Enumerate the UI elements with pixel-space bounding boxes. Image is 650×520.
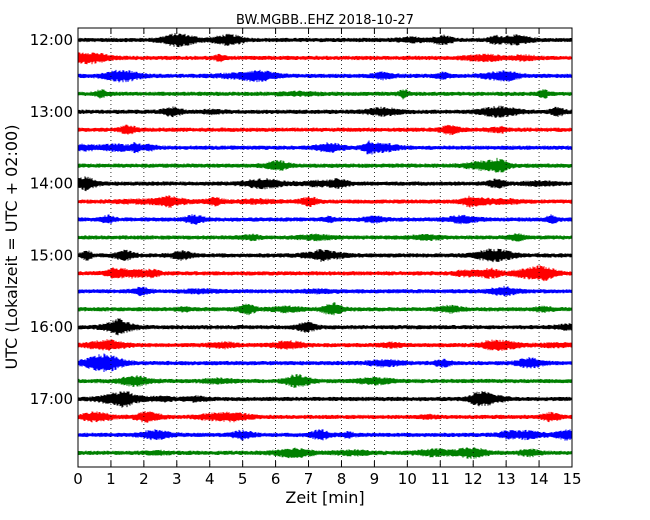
seismogram-trace (77, 52, 573, 65)
seismogram-trace (77, 233, 573, 242)
y-tick-label: 15:00 (30, 246, 73, 264)
seismogram-traces (77, 33, 573, 459)
x-tick-label: 10 (398, 470, 417, 488)
seismogram-trace (77, 33, 573, 48)
seismogram-trace (77, 69, 573, 83)
seismogram-trace (77, 302, 573, 316)
seismogram-trace (77, 195, 573, 208)
seismogram-trace (77, 176, 573, 192)
seismogram-trace (77, 265, 573, 282)
seismogram-trace (77, 140, 573, 155)
x-tick-label: 0 (73, 470, 83, 488)
seismogram-trace (77, 248, 573, 263)
x-tick-label: 15 (562, 470, 581, 488)
x-tick-label: 12 (464, 470, 483, 488)
x-axis-ticks: 0 1 2 3 4 5 6 7 8 9 10 11 12 13 14 15 (73, 28, 582, 488)
y-axis-label: UTC (Lokalzeit = UTC + 02:00) (2, 125, 21, 370)
seismogram-trace (77, 89, 573, 100)
x-tick-label: 7 (304, 470, 314, 488)
y-axis-ticks: 12:00 13:00 14:00 15:00 16:00 17:00 (30, 31, 572, 408)
y-tick-label: 17:00 (30, 390, 73, 408)
x-tick-label: 8 (337, 470, 347, 488)
seismogram-trace (77, 411, 573, 423)
x-tick-label: 3 (172, 470, 182, 488)
y-tick-label: 14:00 (30, 175, 73, 193)
x-tick-label: 5 (238, 470, 248, 488)
seismogram-trace (77, 447, 573, 459)
seismogram-trace (77, 285, 573, 297)
seismogram-trace (77, 318, 573, 336)
x-axis-label: Zeit [min] (285, 488, 364, 507)
x-tick-label: 1 (106, 470, 116, 488)
y-tick-label: 12:00 (30, 31, 73, 49)
seismogram-trace (77, 374, 573, 388)
seismogram-trace (77, 429, 573, 441)
x-tick-label: 2 (139, 470, 149, 488)
seismogram-trace (77, 157, 573, 173)
seismogram-trace (77, 339, 573, 351)
seismogram-trace (77, 124, 573, 136)
y-tick-label: 16:00 (30, 318, 73, 336)
x-tick-label: 9 (370, 470, 380, 488)
seismogram-trace (77, 353, 573, 372)
x-tick-label: 11 (431, 470, 450, 488)
y-tick-label: 13:00 (30, 103, 73, 121)
chart-title: BW.MGBB..EHZ 2018-10-27 (236, 13, 414, 28)
seismogram-trace (77, 214, 573, 225)
seismogram-trace (77, 391, 573, 408)
plot-frame (77, 27, 573, 468)
seismogram-trace (77, 105, 573, 118)
x-tick-label: 6 (271, 470, 281, 488)
x-tick-label: 14 (530, 470, 549, 488)
x-tick-label: 13 (497, 470, 516, 488)
x-tick-label: 4 (205, 470, 215, 488)
